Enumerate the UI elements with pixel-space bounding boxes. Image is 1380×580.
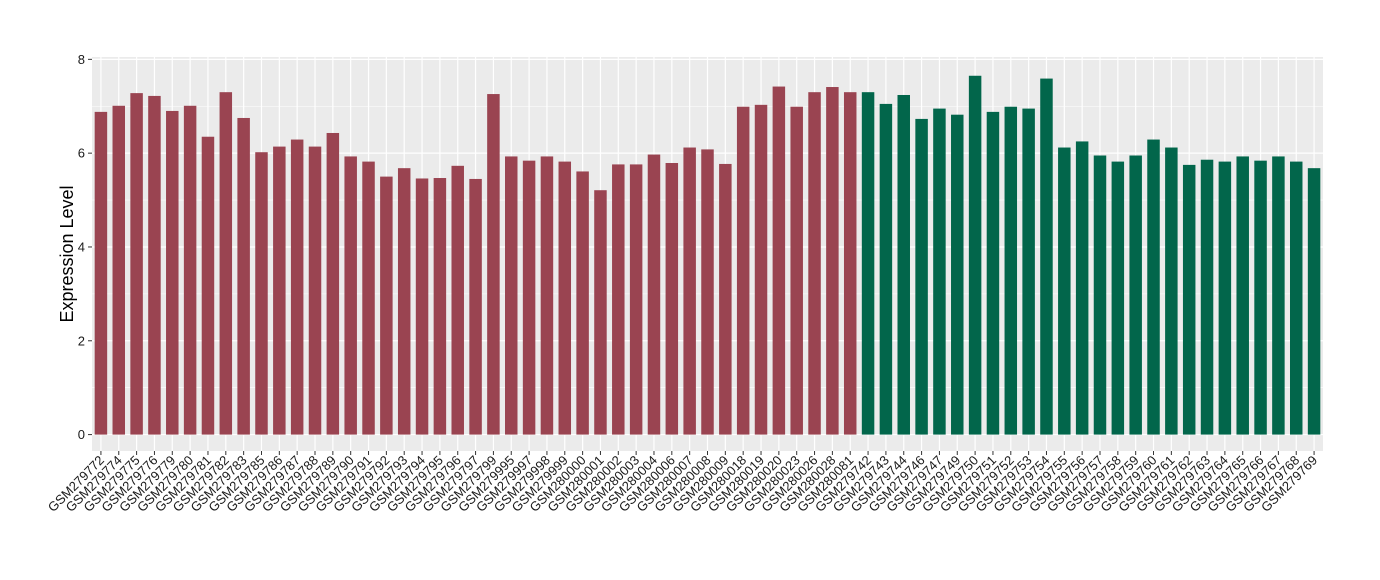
bar-GSM279783: [237, 117, 250, 435]
bar-GSM279756: [1075, 141, 1089, 435]
bar-GSM279787: [290, 139, 304, 435]
bar-GSM280081: [843, 92, 857, 435]
bar-GSM279789: [326, 132, 340, 435]
bar-GSM279749: [951, 114, 964, 435]
bar-GSM279995: [505, 156, 518, 435]
bar-GSM279767: [1272, 156, 1285, 435]
bar-GSM280026: [808, 92, 821, 435]
bar-GSM279779: [166, 110, 179, 435]
y-tick-label: 4: [78, 239, 85, 254]
bar-GSM279753: [1022, 108, 1035, 435]
bar-GSM279781: [201, 136, 215, 435]
bar-GSM279997: [522, 160, 536, 435]
y-tick-label: 8: [78, 52, 85, 67]
bar-GSM280006: [665, 163, 679, 435]
bar-GSM280001: [594, 190, 607, 435]
bar-GSM280020: [772, 86, 786, 435]
bar-GSM280000: [576, 171, 589, 435]
bar-GSM279765: [1236, 156, 1249, 435]
bar-GSM280002: [612, 164, 625, 435]
bar-GSM279760: [1147, 139, 1160, 435]
bar-GSM280007: [683, 147, 696, 435]
bar-GSM279794: [415, 178, 429, 435]
bar-GSM279755: [1058, 147, 1071, 435]
x-axis: GSM279772GSM279774GSM279775GSM279776GSM2…: [45, 451, 1320, 515]
y-tick-label: 0: [78, 427, 85, 442]
bar-GSM279775: [130, 93, 143, 435]
bar-GSM279754: [1040, 78, 1053, 435]
bar-GSM279785: [255, 152, 268, 435]
bar-GSM279776: [148, 95, 161, 435]
bar-GSM280003: [629, 164, 643, 435]
bar-GSM279788: [308, 146, 322, 435]
bar-GSM280004: [647, 154, 661, 435]
bar-GSM279790: [344, 156, 357, 435]
bar-GSM279752: [1004, 106, 1018, 435]
bar-GSM279998: [540, 156, 554, 435]
bar-GSM280009: [719, 163, 732, 435]
bar-GSM279762: [1182, 164, 1196, 435]
bar-GSM279768: [1289, 161, 1303, 435]
bar-GSM280008: [701, 149, 714, 435]
bar-GSM279763: [1200, 159, 1214, 435]
bar-GSM279772: [94, 111, 108, 435]
bar-GSM279791: [362, 161, 375, 435]
bar-GSM279799: [487, 94, 500, 435]
bar-GSM279746: [915, 118, 928, 435]
y-axis: 0 2 4 6 8: [78, 52, 92, 442]
bar-GSM279795: [433, 178, 447, 435]
bar-GSM279764: [1218, 161, 1232, 435]
bar-GSM279797: [469, 178, 482, 435]
bar-GSM279757: [1093, 155, 1107, 435]
bar-GSM279747: [933, 108, 946, 435]
bar-GSM279792: [380, 176, 393, 435]
bar-GSM279742: [861, 92, 875, 435]
bar-GSM279769: [1307, 168, 1321, 435]
y-tick-label: 6: [78, 146, 85, 161]
bar-GSM279766: [1254, 160, 1267, 435]
bar-GSM279744: [897, 94, 910, 435]
bar-GSM279743: [879, 103, 893, 435]
bar-GSM279786: [273, 146, 286, 435]
bar-GSM279774: [112, 105, 126, 435]
bar-GSM279759: [1129, 155, 1142, 435]
bar-GSM279796: [451, 165, 464, 435]
bar-GSM280028: [826, 87, 839, 435]
bars: [94, 75, 1321, 435]
bar-GSM279793: [397, 168, 411, 435]
bar-GSM279999: [558, 161, 572, 435]
y-tick-label: 2: [78, 333, 85, 348]
bar-GSM279761: [1165, 147, 1178, 435]
bar-GSM280023: [790, 106, 803, 435]
bar-GSM280019: [754, 104, 768, 435]
bar-GSM280018: [736, 106, 750, 435]
bar-GSM279780: [183, 105, 197, 435]
bar-GSM279758: [1111, 161, 1125, 435]
y-axis-title: Expression Level: [57, 185, 77, 322]
bar-GSM279782: [219, 92, 233, 435]
bar-GSM279751: [986, 111, 1000, 435]
bar-GSM279750: [968, 75, 982, 435]
